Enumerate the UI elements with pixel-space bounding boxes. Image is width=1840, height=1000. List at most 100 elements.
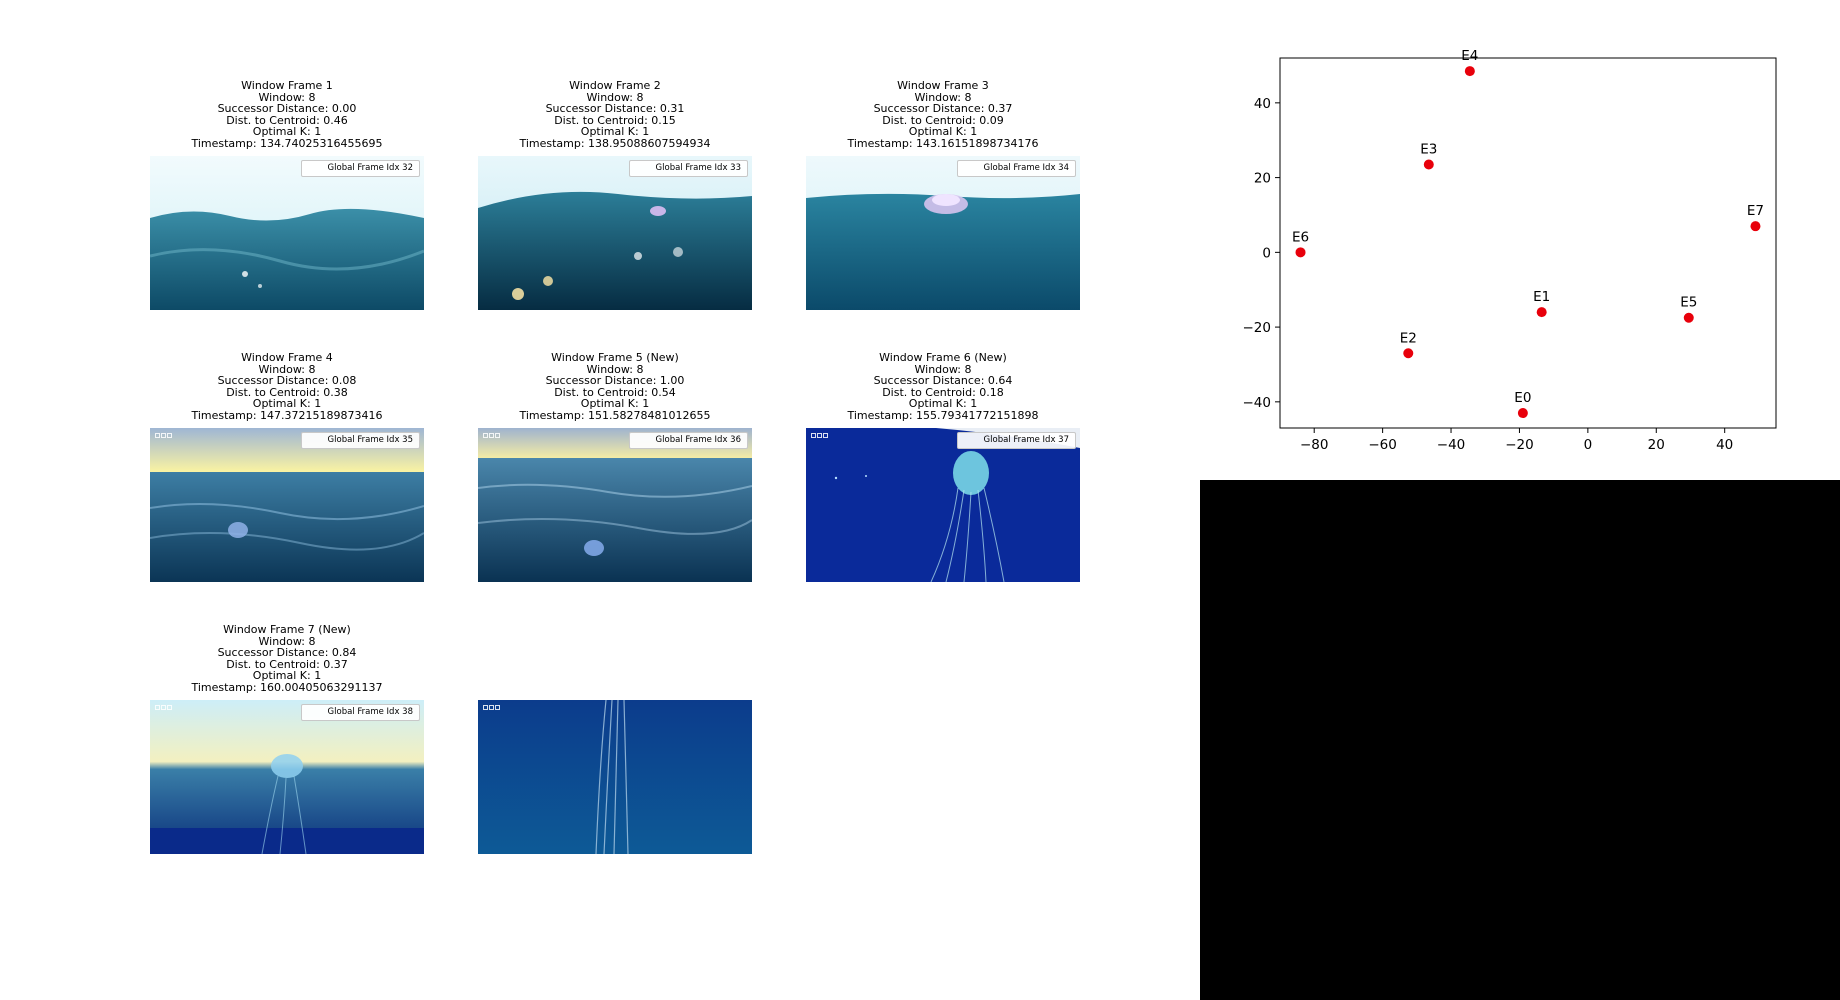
frame-title: Window Frame 3: [897, 79, 989, 92]
frame-title: Window Frame 7 (New): [223, 623, 351, 636]
x-tick-label: −60: [1368, 437, 1397, 453]
broadcaster-logo: [811, 433, 828, 438]
frame-image: Global Frame Idx 34: [806, 156, 1080, 310]
frame-stat-line: Timestamp: 147.37215189873416: [191, 408, 383, 422]
frame-caption: Window Frame 7 (New) Window: 8 Successor D…: [150, 624, 424, 694]
frame-stat-line: Successor Distance: 0.64: [873, 374, 1013, 388]
point-label: E3: [1420, 142, 1437, 158]
x-tick-label: −40: [1437, 437, 1466, 453]
scatter-plot-svg: −80 −60 −40 −20 0 20 40 −40 −20 0 20 40 E0 E1 E2 E3 E4 E5…: [1243, 48, 1777, 453]
x-tick-label: −20: [1505, 437, 1534, 453]
frame-stat-line: Successor Distance: 1.00: [545, 374, 685, 388]
frame-index-legend: Global Frame Idx 33: [628, 160, 748, 177]
frame-image: Global Frame Idx 32: [150, 156, 424, 310]
frame-stat-line: Successor Distance: 0.37: [873, 102, 1013, 116]
frame-caption: Window Frame 1 Window: 8 Successor Distanc…: [150, 80, 424, 150]
scatter-point: [1536, 307, 1547, 318]
frame-tile: Window Frame 5 (New) Window: 8 Successor D…: [478, 352, 752, 584]
frame-tile: Window Frame 3 Window: 8 Successor Distanc…: [806, 80, 1080, 312]
frame-stat-line: Window: 8: [258, 362, 316, 376]
frame-caption: Window Frame 6 (New) Window: 8 Successor D…: [806, 352, 1080, 422]
point-label: E0: [1514, 390, 1531, 406]
frame-stat-line: Timestamp: 160.00405063291137: [191, 680, 383, 694]
scatter-point: [1750, 221, 1761, 232]
frame-image: Global Frame Idx 33: [478, 156, 752, 310]
frame-stat-line: Timestamp: 134.74025316455695: [191, 136, 383, 150]
frame-stat-line: Optimal K: 1: [252, 397, 322, 411]
frame-stat-line: Dist. to Centroid: 0.46: [226, 113, 348, 127]
y-tick-label: 40: [1254, 96, 1271, 112]
frame-tile: [478, 624, 752, 856]
point-label: E4: [1461, 48, 1478, 64]
frame-stat-line: Dist. to Centroid: 0.18: [882, 385, 1004, 399]
frame-index-legend: Global Frame Idx 36: [628, 432, 748, 449]
frame-tile: Window Frame 1 Window: 8 Successor Distanc…: [150, 80, 424, 312]
frame-stat-line: Dist. to Centroid: 0.15: [554, 113, 676, 127]
broadcaster-logo: [155, 433, 172, 438]
frame-tile: Window Frame 2 Window: 8 Successor Distanc…: [478, 80, 752, 312]
scatter-point: [1403, 348, 1414, 359]
point-label: E2: [1400, 330, 1417, 346]
frame-stat-line: Timestamp: 151.58278481012655: [519, 408, 711, 422]
frame-stat-line: Timestamp: 155.79341772151898: [847, 408, 1039, 422]
scatter-point: [1683, 312, 1694, 323]
frame-title: Window Frame 4: [241, 351, 333, 364]
frame-stat-line: Window: 8: [258, 90, 316, 104]
broadcaster-logo: [483, 705, 500, 710]
broadcaster-logo: [155, 705, 172, 710]
y-tick-label: 0: [1262, 245, 1271, 261]
x-tick-label: −80: [1300, 437, 1329, 453]
frame-index-legend: Global Frame Idx 38: [300, 704, 420, 721]
frame-stat-line: Dist. to Centroid: 0.09: [882, 113, 1004, 127]
y-tick-label: −40: [1243, 395, 1272, 411]
plot-frame: [1279, 57, 1777, 429]
frame-stat-line: Window: 8: [914, 90, 972, 104]
scatter-point: [1423, 159, 1434, 170]
frame-image: Global Frame Idx 37: [806, 428, 1080, 582]
scatter-point: [1295, 247, 1306, 258]
frame-stat-line: Optimal K: 1: [908, 125, 978, 139]
x-tick-label: 20: [1648, 437, 1665, 453]
frame-stat-line: Timestamp: 143.16151898734176: [847, 136, 1039, 150]
embedding-scatter-chart: −80 −60 −40 −20 0 20 40 −40 −20 0 20 40 E0 E1 E2 E3 E4 E5…: [1200, 40, 1840, 480]
frame-stat-line: Window: 8: [914, 362, 972, 376]
broadcaster-logo: [483, 433, 500, 438]
frame-index-legend: Global Frame Idx 32: [300, 160, 420, 177]
frame-index-legend: Global Frame Idx 35: [300, 432, 420, 449]
frame-stat-line: Window: 8: [586, 90, 644, 104]
y-tick-label: −20: [1243, 320, 1272, 336]
frame-stat-line: Optimal K: 1: [580, 125, 650, 139]
y-tick-label: 20: [1254, 171, 1271, 187]
frame-title: Window Frame 2: [569, 79, 661, 92]
empty-black-panel: [1200, 480, 1840, 1000]
frame-stat-line: Window: 8: [258, 634, 316, 648]
frame-stat-line: Optimal K: 1: [252, 669, 322, 683]
frame-tile: Window Frame 6 (New) Window: 8 Successor D…: [806, 352, 1080, 584]
frame-stat-line: Window: 8: [586, 362, 644, 376]
frame-stat-line: Successor Distance: 0.00: [217, 102, 357, 116]
frame-caption: Window Frame 4 Window: 8 Successor Distanc…: [150, 352, 424, 422]
frame-stat-line: Timestamp: 138.95088607594934: [519, 136, 711, 150]
frame-image: [478, 700, 752, 854]
frame-index-legend: Global Frame Idx 37: [956, 432, 1076, 449]
point-label: E7: [1747, 203, 1764, 219]
frame-image: Global Frame Idx 36: [478, 428, 752, 582]
frame-caption: Window Frame 3 Window: 8 Successor Distanc…: [806, 80, 1080, 150]
frame-stat-line: Successor Distance: 0.31: [545, 102, 685, 116]
scatter-point: [1517, 408, 1528, 419]
frame-title: Window Frame 5 (New): [551, 351, 679, 364]
frame-stat-line: Optimal K: 1: [252, 125, 322, 139]
frame-tile: Window Frame 7 (New) Window: 8 Successor D…: [150, 624, 424, 856]
frame-title: Window Frame 1: [241, 79, 333, 92]
frame-image: Global Frame Idx 35: [150, 428, 424, 582]
frame-caption: Window Frame 5 (New) Window: 8 Successor D…: [478, 352, 752, 422]
frame-tile: Window Frame 4 Window: 8 Successor Distanc…: [150, 352, 424, 584]
frame-stat-line: Successor Distance: 0.84: [217, 646, 357, 660]
frame-image: Global Frame Idx 38: [150, 700, 424, 854]
point-label: E5: [1680, 295, 1697, 311]
scatter-point: [1464, 66, 1475, 77]
point-label: E1: [1533, 289, 1550, 305]
frame-stat-line: Dist. to Centroid: 0.54: [554, 385, 676, 399]
frame-stat-line: Optimal K: 1: [580, 397, 650, 411]
point-label: E6: [1292, 229, 1309, 245]
